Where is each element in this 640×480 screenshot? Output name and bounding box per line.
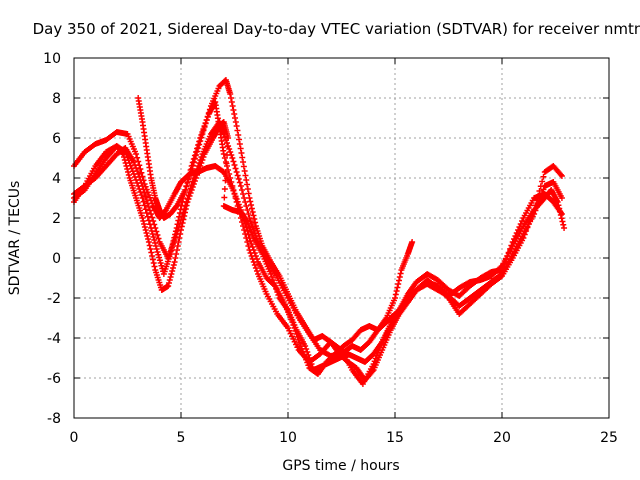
- series-markers: [135, 77, 565, 383]
- grid: [74, 58, 609, 418]
- y-tick-label: -2: [47, 291, 61, 307]
- y-tick-label: 0: [52, 251, 61, 267]
- y-tick-label: 4: [52, 171, 61, 187]
- plot-frame: [73, 57, 610, 419]
- y-tick-label: -8: [47, 411, 61, 427]
- y-axis-label: SDTVAR / TECUs: [7, 181, 23, 296]
- y-tick-label: 8: [52, 91, 61, 107]
- x-tick-label: 15: [386, 430, 404, 446]
- x-tick-label: 25: [600, 430, 618, 446]
- chart-title: Day 350 of 2021, Sidereal Day-to-day VTE…: [33, 20, 640, 38]
- x-tick-label: 10: [279, 430, 297, 446]
- x-tick-label: 0: [70, 430, 79, 446]
- x-tick-label: 20: [493, 430, 511, 446]
- series-markers: [71, 119, 565, 359]
- x-tick-label: 5: [177, 430, 186, 446]
- x-axis-label: GPS time / hours: [282, 458, 399, 474]
- axes: 0 5 10 15 20 25 -8 -6 -4 -2 0 2 4 6 8 10: [43, 51, 618, 446]
- data-layer: [71, 77, 568, 387]
- y-tick-label: 2: [52, 211, 61, 227]
- y-tick-label: 10: [43, 51, 61, 67]
- y-tick-label: -4: [47, 331, 61, 347]
- series-track-d: [135, 77, 565, 383]
- y-tick-label: 6: [52, 131, 61, 147]
- y-tick-label: -6: [47, 371, 61, 387]
- series-track-c: [71, 119, 565, 359]
